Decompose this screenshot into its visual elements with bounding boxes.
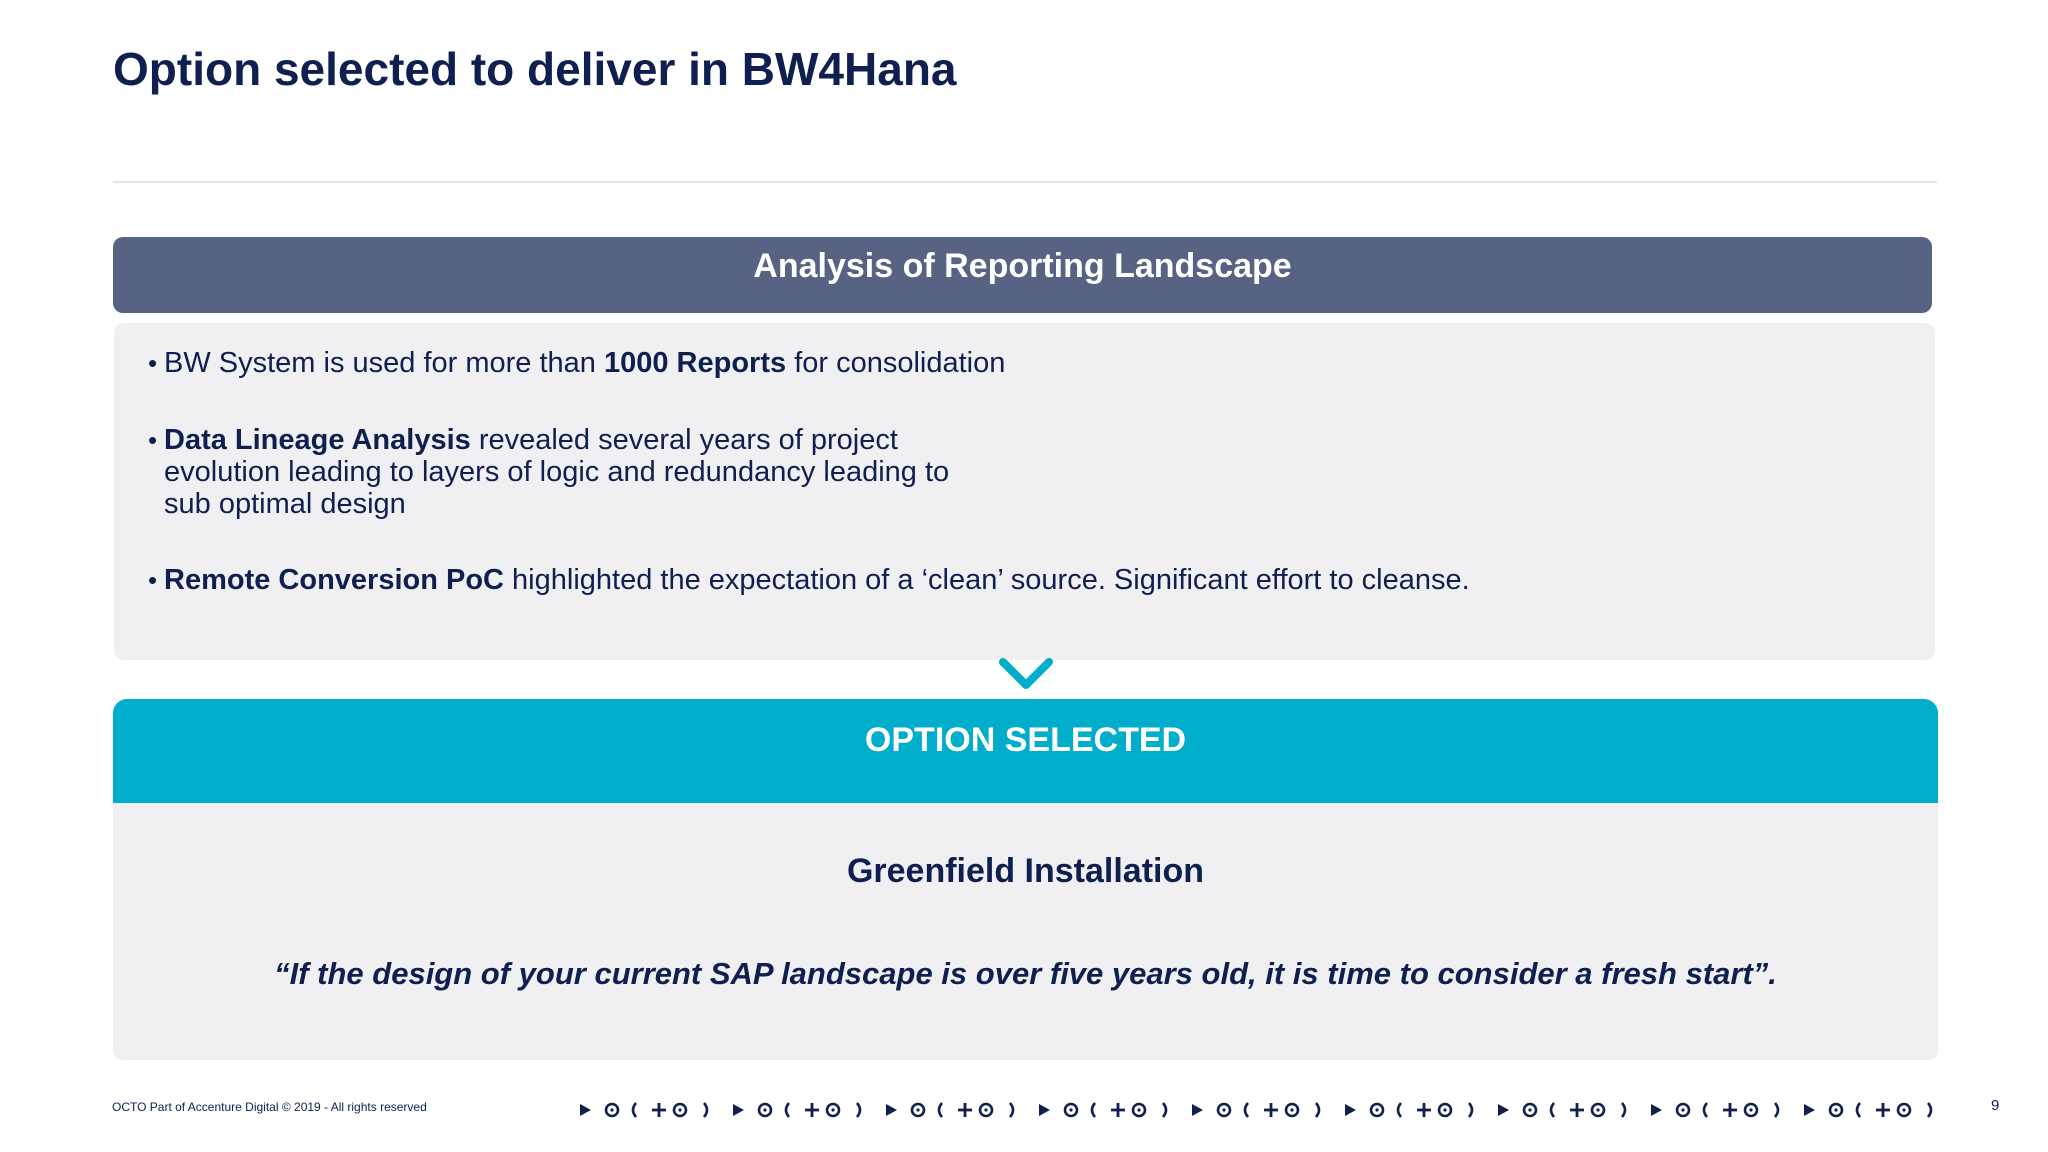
pattern-circle-dot (1749, 1108, 1753, 1112)
pattern-circle-dot (1902, 1108, 1906, 1112)
pattern-circle (1284, 1102, 1300, 1118)
pattern-circle (1131, 1102, 1147, 1118)
pattern-circle-dot (1069, 1108, 1073, 1112)
bullet-remote-conversion: • Remote Conversion PoC highlighted the e… (148, 564, 1470, 596)
pattern-circle-dot (1222, 1108, 1226, 1112)
pattern-circle (1590, 1102, 1606, 1118)
pattern-circle (1743, 1102, 1759, 1118)
pattern-paren-right (702, 1102, 709, 1118)
bullet-text: highlighted the expectation of a ‘clean’… (504, 564, 1470, 596)
pattern-circle-dot (763, 1108, 767, 1112)
pattern-paren-left (1243, 1102, 1250, 1118)
footer-copyright: OCTO Part of Accenture Digital © 2019 - … (112, 1100, 427, 1114)
bullet-bold-text: Remote Conversion PoC (164, 564, 504, 596)
option-selected-label: OPTION SELECTED (864, 721, 1187, 759)
pattern-circle (978, 1102, 994, 1118)
pattern-circle (825, 1102, 841, 1118)
pattern-plus (1417, 1103, 1431, 1117)
pattern-plus (805, 1103, 819, 1117)
option-title: Greenfield Installation (846, 852, 1205, 890)
pattern-circle-dot (678, 1108, 682, 1112)
pattern-circle (1522, 1102, 1538, 1118)
pattern-circle-dot (1681, 1108, 1685, 1112)
pattern-plus (1111, 1103, 1125, 1117)
pattern-circle-dot (984, 1108, 988, 1112)
pattern-circle (1896, 1102, 1912, 1118)
pattern-plus (1723, 1103, 1737, 1117)
pattern-circle (757, 1102, 773, 1118)
title-divider (113, 181, 1937, 183)
pattern-plus (958, 1103, 972, 1117)
bullet-dot: • (148, 348, 158, 378)
pattern-circle (1828, 1102, 1844, 1118)
pattern-plus (1264, 1103, 1278, 1117)
pattern-circle-dot (610, 1108, 614, 1112)
pattern-circle (1675, 1102, 1691, 1118)
analysis-header-label: Analysis of Reporting Landscape (753, 247, 1292, 285)
pattern-paren-right (1467, 1102, 1474, 1118)
pattern-triangle (1498, 1104, 1509, 1116)
option-quote: “If the design of your current SAP lands… (274, 956, 1777, 991)
pattern-triangle (733, 1104, 744, 1116)
pattern-circle (1063, 1102, 1079, 1118)
bullet-data-lineage: • Data Lineage Analysis revealed several … (148, 424, 994, 520)
pattern-paren-right (855, 1102, 862, 1118)
pattern-paren-left (1090, 1102, 1097, 1118)
pattern-paren-left (937, 1102, 944, 1118)
pattern-circle-dot (1528, 1108, 1532, 1112)
option-panel: Greenfield Installation “If the design o… (113, 803, 1938, 1060)
pattern-triangle (1345, 1104, 1356, 1116)
pattern-circle (1216, 1102, 1232, 1118)
pattern-paren-left (631, 1102, 638, 1118)
option-selected-header: OPTION SELECTED (113, 699, 1938, 803)
pattern-plus (1570, 1103, 1584, 1117)
bullet-dot: • (148, 565, 158, 595)
pattern-circle (672, 1102, 688, 1118)
pattern-triangle (1804, 1104, 1815, 1116)
pattern-paren-left (1396, 1102, 1403, 1118)
pattern-circle-dot (1375, 1108, 1379, 1112)
pattern-circle (1369, 1102, 1385, 1118)
page-number: 9 (1991, 1097, 2000, 1114)
page-title: Option selected to deliver in BW4Hana (113, 43, 957, 95)
pattern-circle-dot (1834, 1108, 1838, 1112)
pattern-triangle (580, 1104, 591, 1116)
pattern-plus (1876, 1103, 1890, 1117)
pattern-plus (652, 1103, 666, 1117)
pattern-triangle (1651, 1104, 1662, 1116)
analysis-header: Analysis of Reporting Landscape (113, 237, 1932, 313)
chevron-down-icon (999, 658, 1053, 689)
bullet-text: for consolidation (786, 347, 1006, 379)
decorative-pattern-icon (580, 1102, 1933, 1118)
bullet-bw-system: • BW System is used for more than 1000 Re… (148, 347, 1006, 379)
pattern-triangle (886, 1104, 897, 1116)
bullet-text: revealed several years of project evolut… (164, 424, 950, 520)
pattern-paren-right (1773, 1102, 1780, 1118)
analysis-panel: • BW System is used for more than 1000 Re… (114, 323, 1935, 660)
pattern-paren-left (1855, 1102, 1862, 1118)
pattern-triangle (1192, 1104, 1203, 1116)
pattern-paren-right (1161, 1102, 1168, 1118)
pattern-triangle (1039, 1104, 1050, 1116)
pattern-paren-left (784, 1102, 791, 1118)
pattern-circle (604, 1102, 620, 1118)
bullet-bold-text: 1000 Reports (603, 347, 787, 379)
pattern-paren-right (1926, 1102, 1933, 1118)
bullet-bold-text: Data Lineage Analysis (164, 424, 471, 456)
pattern-paren-left (1549, 1102, 1556, 1118)
bullet-dot: • (148, 425, 158, 455)
pattern-circle-dot (1137, 1108, 1141, 1112)
pattern-paren-right (1620, 1102, 1627, 1118)
pattern-circle-dot (831, 1108, 835, 1112)
pattern-paren-right (1008, 1102, 1015, 1118)
pattern-paren-left (1702, 1102, 1709, 1118)
pattern-circle-dot (1290, 1108, 1294, 1112)
pattern-circle (910, 1102, 926, 1118)
pattern-paren-right (1314, 1102, 1321, 1118)
pattern-circle (1437, 1102, 1453, 1118)
pattern-circle-dot (1596, 1108, 1600, 1112)
pattern-circle-dot (916, 1108, 920, 1112)
bullet-text: BW System is used for more than (164, 347, 604, 379)
pattern-circle-dot (1443, 1108, 1447, 1112)
